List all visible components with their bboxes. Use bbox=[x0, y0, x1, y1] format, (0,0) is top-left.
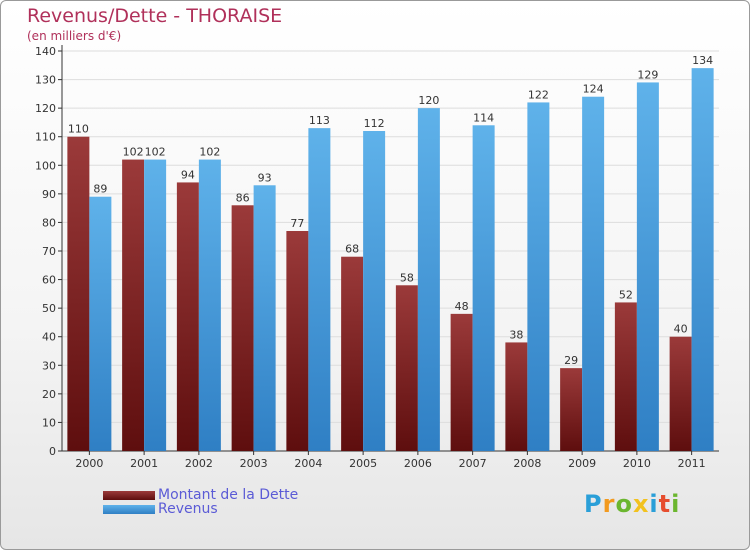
proxiti-logo: Proxiti bbox=[584, 490, 680, 518]
data-label: 93 bbox=[258, 171, 272, 184]
data-label: 129 bbox=[637, 68, 658, 81]
x-tick-label: 2006 bbox=[404, 457, 432, 470]
y-tick-label: 110 bbox=[35, 131, 56, 144]
data-label: 94 bbox=[181, 168, 195, 181]
bar-dette bbox=[341, 256, 364, 451]
bar-dette bbox=[176, 182, 199, 451]
x-tick-label: 2003 bbox=[240, 457, 268, 470]
legend-item-dette: Montant de la Dette bbox=[103, 487, 298, 503]
logo-letter: i bbox=[649, 490, 659, 518]
x-tick-label: 2005 bbox=[349, 457, 377, 470]
x-tick-label: 2008 bbox=[513, 457, 541, 470]
bar-dette bbox=[231, 205, 254, 451]
bar-dette bbox=[286, 231, 309, 451]
legend-swatch-dette bbox=[103, 490, 155, 500]
chart-subtitle: (en milliers d'€) bbox=[27, 29, 122, 43]
y-tick-label: 100 bbox=[35, 159, 56, 172]
data-label: 134 bbox=[692, 54, 713, 67]
y-tick-label: 60 bbox=[42, 274, 56, 287]
legend-item-revenus: Revenus bbox=[103, 501, 218, 517]
y-tick-label: 20 bbox=[42, 388, 56, 401]
data-label: 102 bbox=[199, 146, 220, 159]
legend-label-revenus: Revenus bbox=[158, 501, 218, 517]
bar-dette bbox=[395, 285, 418, 451]
bar-revenus bbox=[636, 82, 659, 451]
bar-revenus bbox=[417, 108, 440, 452]
data-label: 102 bbox=[145, 146, 166, 159]
legend-label-dette: Montant de la Dette bbox=[158, 487, 299, 503]
y-tick-label: 70 bbox=[42, 245, 56, 258]
x-tick-label: 2007 bbox=[459, 457, 487, 470]
data-label: 120 bbox=[418, 94, 439, 107]
y-tick-label: 130 bbox=[35, 74, 56, 87]
bar-dette bbox=[614, 302, 637, 451]
y-tick-label: 0 bbox=[49, 445, 56, 458]
bar-revenus bbox=[363, 131, 386, 451]
x-tick-label: 2001 bbox=[130, 457, 158, 470]
data-label: 40 bbox=[674, 323, 688, 336]
data-label: 124 bbox=[583, 83, 604, 96]
bar-revenus bbox=[582, 96, 605, 451]
y-tick-label: 140 bbox=[35, 45, 56, 58]
x-tick-label: 2000 bbox=[75, 457, 103, 470]
y-tick-label: 120 bbox=[35, 102, 56, 115]
data-label: 122 bbox=[528, 88, 549, 101]
logo-letter: t bbox=[658, 490, 672, 518]
data-label: 38 bbox=[509, 328, 523, 341]
x-tick-label: 2011 bbox=[678, 457, 706, 470]
bar-revenus bbox=[253, 185, 276, 452]
y-tick-label: 80 bbox=[42, 216, 56, 229]
y-tick-label: 90 bbox=[42, 188, 56, 201]
bar-revenus bbox=[527, 102, 550, 451]
x-tick-label: 2009 bbox=[568, 457, 596, 470]
bar-dette bbox=[560, 368, 583, 451]
bar-dette bbox=[450, 313, 473, 451]
logo-letter: x bbox=[632, 490, 650, 518]
chart-title: Revenus/Dette - THORAISE bbox=[27, 5, 283, 27]
data-label: 112 bbox=[364, 117, 385, 130]
bar-dette bbox=[505, 342, 528, 451]
y-tick-label: 50 bbox=[42, 302, 56, 315]
legend-swatch-revenus bbox=[103, 504, 155, 514]
data-label: 86 bbox=[236, 191, 250, 204]
data-label: 102 bbox=[123, 146, 144, 159]
bar-revenus bbox=[144, 159, 167, 452]
logo-letter: r bbox=[602, 490, 616, 518]
y-tick-label: 10 bbox=[42, 416, 56, 429]
bar-revenus bbox=[308, 128, 331, 451]
data-label: 58 bbox=[400, 271, 414, 284]
x-tick-label: 2002 bbox=[185, 457, 213, 470]
data-label: 110 bbox=[68, 123, 89, 136]
x-tick-label: 2004 bbox=[294, 457, 322, 470]
y-tick-label: 30 bbox=[42, 359, 56, 372]
logo-letter: P bbox=[584, 490, 603, 518]
logo-letter: o bbox=[615, 490, 633, 518]
data-label: 89 bbox=[93, 183, 107, 196]
data-label: 29 bbox=[564, 354, 578, 367]
data-label: 52 bbox=[619, 288, 633, 301]
bar-revenus bbox=[89, 196, 112, 451]
x-tick-label: 2010 bbox=[623, 457, 651, 470]
bar-dette bbox=[67, 136, 90, 451]
bar-revenus bbox=[198, 159, 221, 452]
y-tick-label: 40 bbox=[42, 331, 56, 344]
data-label: 48 bbox=[455, 300, 469, 313]
data-label: 113 bbox=[309, 114, 330, 127]
bar-dette bbox=[669, 336, 692, 451]
data-label: 77 bbox=[290, 217, 304, 230]
logo-letter: i bbox=[671, 490, 681, 518]
bar-revenus bbox=[472, 125, 495, 452]
bar-revenus bbox=[691, 68, 714, 452]
data-label: 68 bbox=[345, 243, 359, 256]
data-label: 114 bbox=[473, 111, 494, 124]
bar-dette bbox=[122, 159, 145, 452]
